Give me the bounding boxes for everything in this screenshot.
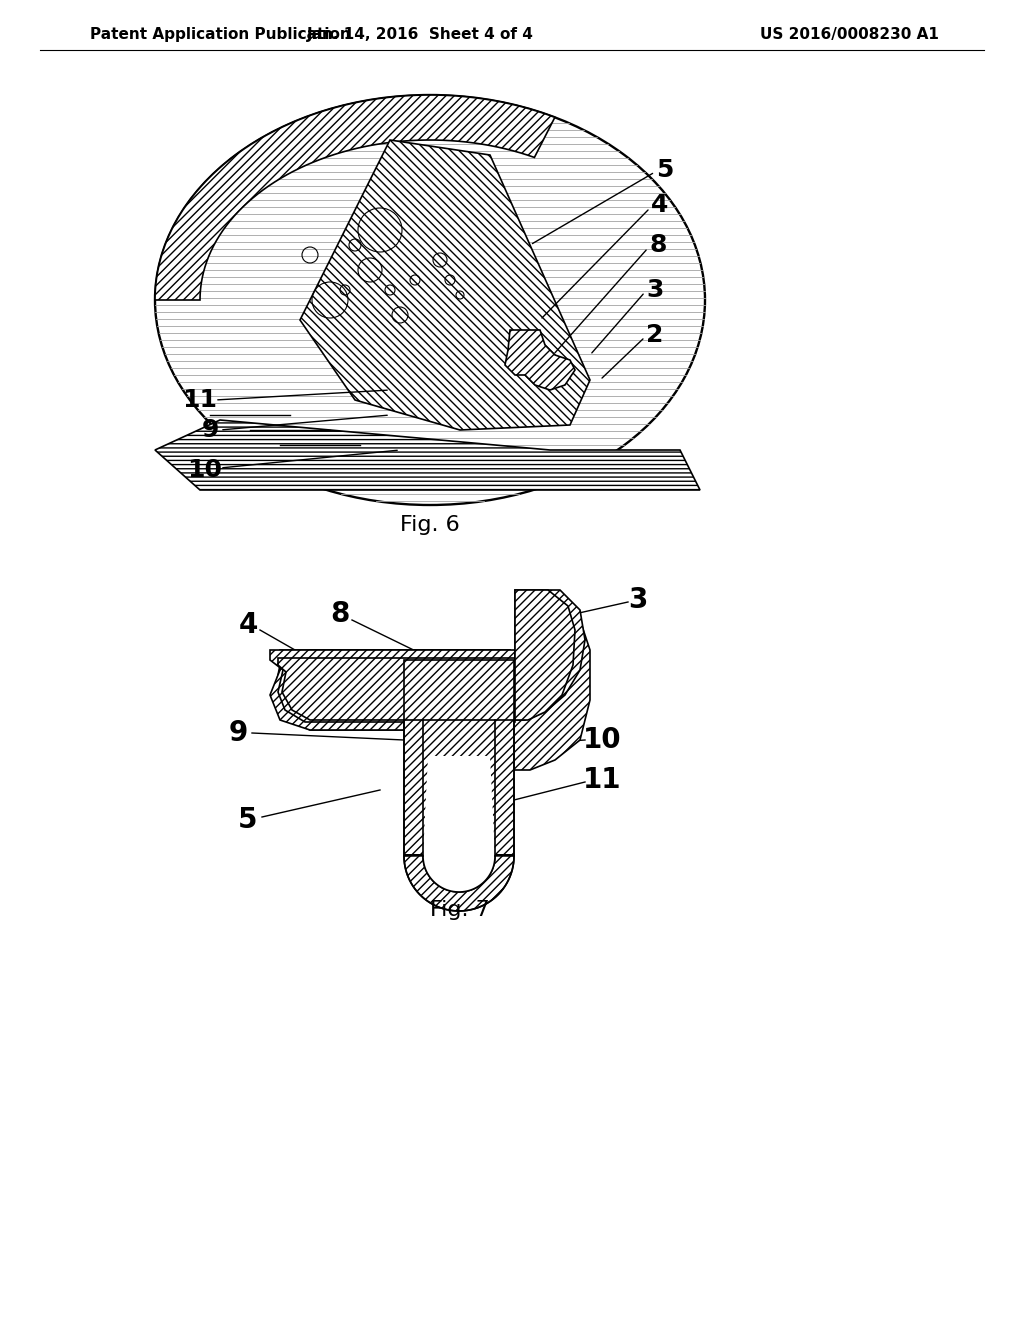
- Polygon shape: [423, 756, 495, 892]
- Text: 11: 11: [182, 388, 217, 412]
- FancyBboxPatch shape: [200, 531, 700, 931]
- Text: 5: 5: [656, 158, 674, 182]
- Text: 4: 4: [239, 611, 258, 639]
- Text: Jan. 14, 2016  Sheet 4 of 4: Jan. 14, 2016 Sheet 4 of 4: [306, 28, 534, 42]
- Text: US 2016/0008230 A1: US 2016/0008230 A1: [760, 28, 939, 42]
- Polygon shape: [515, 590, 585, 719]
- Polygon shape: [155, 420, 700, 490]
- Polygon shape: [404, 719, 514, 855]
- Text: Fig. 6: Fig. 6: [400, 515, 460, 535]
- Polygon shape: [300, 140, 590, 430]
- Text: 8: 8: [649, 234, 667, 257]
- Text: 11: 11: [583, 766, 622, 795]
- Text: 9: 9: [202, 418, 219, 442]
- Polygon shape: [515, 590, 575, 719]
- Polygon shape: [270, 649, 515, 722]
- Polygon shape: [404, 855, 514, 911]
- Text: Patent Application Publication: Patent Application Publication: [90, 28, 351, 42]
- Text: 8: 8: [331, 601, 349, 628]
- Text: 2: 2: [646, 323, 664, 347]
- Polygon shape: [278, 657, 515, 719]
- Polygon shape: [155, 95, 555, 300]
- Text: Fig. 7: Fig. 7: [430, 900, 489, 920]
- Text: 4: 4: [651, 193, 669, 216]
- Text: 9: 9: [228, 719, 248, 747]
- Polygon shape: [404, 660, 514, 722]
- Text: 10: 10: [583, 726, 622, 754]
- Polygon shape: [505, 330, 575, 389]
- Polygon shape: [270, 649, 510, 730]
- Polygon shape: [275, 649, 510, 875]
- Text: 5: 5: [239, 807, 258, 834]
- Text: 3: 3: [646, 279, 664, 302]
- Polygon shape: [510, 601, 590, 770]
- Text: 3: 3: [629, 586, 648, 614]
- Text: 10: 10: [187, 458, 222, 482]
